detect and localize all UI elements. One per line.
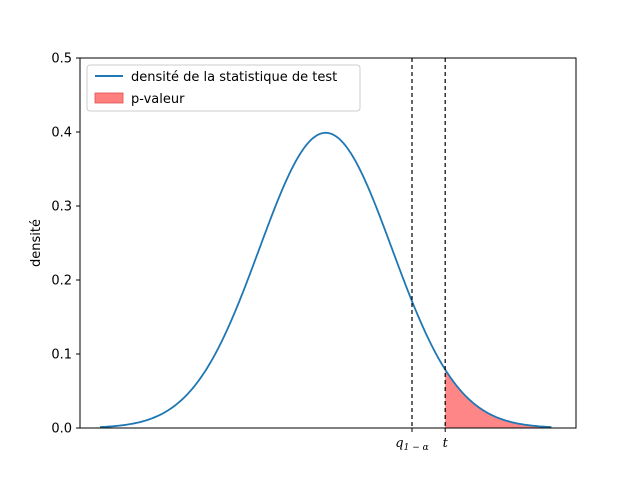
legend-box [86,64,361,112]
legend-label-pvalue: p-valeur [131,92,185,107]
axes-frame [79,57,577,429]
y-tick-label: 0.0 [51,422,72,437]
y-axis-ticks: 0.0 0.1 0.2 0.3 0.4 0.5 [51,52,80,437]
plot-area [99,58,552,428]
legend: densité de la statistique de test p-vale… [86,64,361,112]
y-axis-label: densité [29,219,44,267]
x-axis-ticks: q1 − α t [395,428,449,453]
legend-patch-swatch [94,92,124,104]
y-tick-label: 0.4 [51,126,72,141]
p-value-area [445,369,552,428]
y-tick-label: 0.5 [51,52,72,67]
density-curve [99,131,552,428]
x-tick-label-statistic: t [443,436,449,451]
y-tick-label: 0.2 [51,274,72,289]
legend-label-density: densité de la statistique de test [131,70,337,85]
x-tick-label-critical: q1 − α [395,436,428,453]
y-tick-label: 0.3 [51,200,72,215]
y-tick-label: 0.1 [51,348,72,363]
